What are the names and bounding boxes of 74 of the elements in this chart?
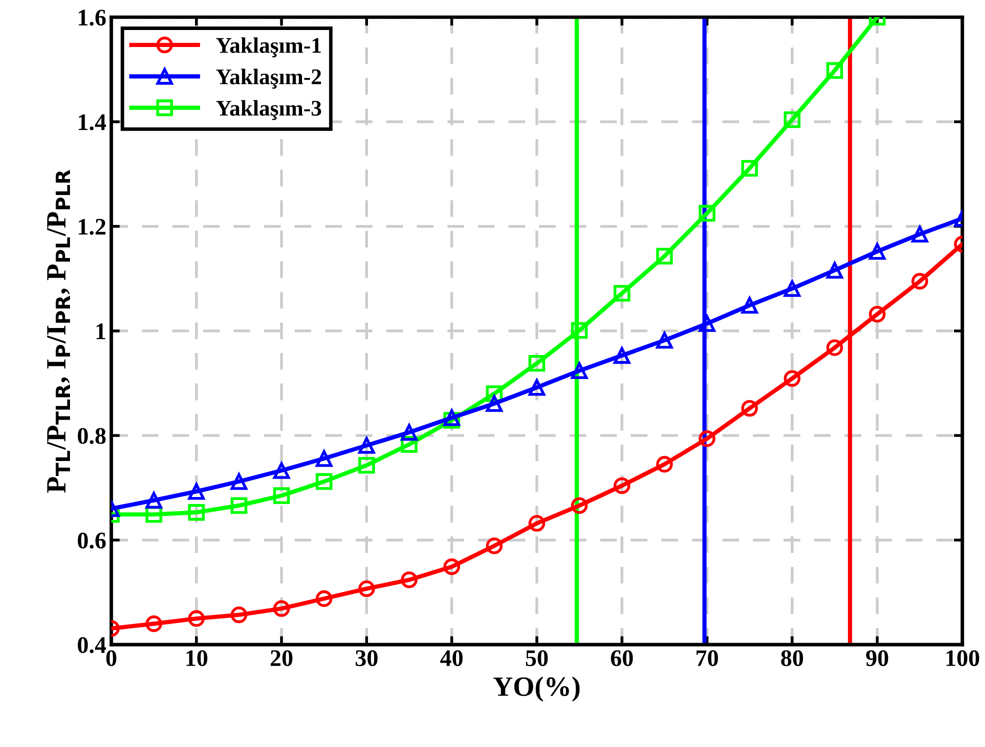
x-tick-label: 70: [696, 650, 718, 666]
x-tick-label: 40: [440, 650, 463, 666]
point: [571, 497, 588, 514]
point: [571, 322, 588, 339]
point: [443, 558, 460, 576]
point: [784, 280, 800, 297]
point: [614, 347, 630, 364]
point: [230, 606, 248, 624]
point: [188, 610, 205, 627]
point: [656, 248, 673, 264]
point: [868, 306, 886, 323]
point: [868, 243, 886, 260]
point: [741, 400, 758, 417]
point: [741, 296, 758, 314]
y-tick-label: 1.4: [78, 114, 106, 130]
point: [400, 571, 418, 588]
point: [316, 473, 332, 490]
point: [784, 111, 800, 128]
point: [698, 430, 716, 447]
point: [614, 284, 630, 302]
point: [358, 580, 375, 598]
point: [826, 262, 844, 279]
point: [911, 272, 928, 290]
point: [826, 339, 844, 356]
point: [614, 477, 630, 494]
point: [486, 395, 503, 412]
point: [528, 515, 546, 532]
point: [528, 379, 546, 396]
x-tick-label: 60: [610, 650, 633, 666]
point: [146, 615, 162, 632]
x-tick-label: 20: [270, 650, 292, 666]
y-tick-label: 1.6: [78, 10, 106, 26]
point: [698, 204, 716, 222]
legend-label: Yaklaşım-2: [216, 68, 321, 89]
point: [528, 355, 546, 372]
point: [230, 473, 248, 490]
point: [273, 487, 290, 504]
point: [826, 62, 844, 79]
x-tick-label: 80: [781, 650, 804, 666]
point: [316, 590, 332, 607]
point: [273, 462, 290, 479]
point: [188, 504, 205, 521]
x-tick-label: 100: [946, 650, 980, 666]
point: [443, 409, 460, 426]
point: [486, 538, 503, 554]
legend-label: Yaklaşım-1: [216, 37, 321, 58]
point: [656, 456, 673, 473]
point: [741, 160, 758, 177]
point: [911, 226, 928, 243]
point: [188, 483, 205, 500]
y-tick-label: 0.4: [78, 637, 106, 654]
y-tick-label: 0.6: [78, 532, 106, 549]
point: [400, 424, 418, 441]
text: P$_{TL}$/P$_{TLR}$, I$_{P}$/I$_{PR}$, P$_{PL}$/P$_{PLR}$: [47, 170, 70, 493]
point: [358, 437, 375, 454]
x-tick-label: 10: [186, 650, 208, 666]
y-tick-label: 0.8: [78, 428, 106, 444]
point: [316, 450, 332, 467]
x-tick-label: 90: [866, 650, 888, 666]
point: [571, 362, 588, 379]
legend-label: Yaklaşım-3: [216, 100, 322, 120]
x-tick-label: 30: [356, 650, 378, 666]
x-axis-title: YO(%): [493, 676, 580, 702]
x-tick-label: 0: [106, 650, 116, 666]
point: [698, 315, 716, 332]
point: [230, 497, 248, 514]
y-tick-label: 1.2: [78, 218, 106, 235]
x-tick-label: 50: [526, 650, 548, 666]
point: [656, 332, 673, 349]
point: [784, 370, 800, 387]
point: [146, 492, 162, 509]
point: [358, 456, 375, 474]
point: [273, 600, 290, 617]
y-tick-label: 1: [96, 324, 106, 340]
